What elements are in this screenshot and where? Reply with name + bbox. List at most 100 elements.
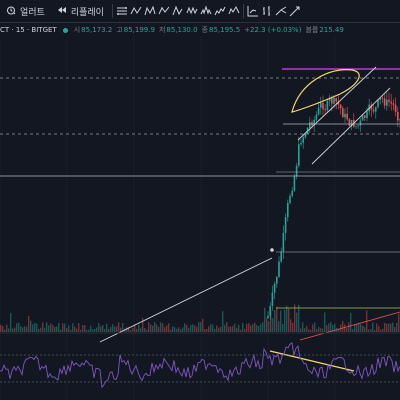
- volume-bar: [388, 323, 390, 332]
- volume-bar: [6, 324, 8, 332]
- volume-bar: [140, 327, 142, 332]
- volume-bar: [110, 326, 112, 332]
- candle-body: [287, 202, 289, 218]
- volume-bar: [32, 324, 34, 332]
- low-value: 85,130.0: [166, 26, 198, 34]
- candle-body: [324, 109, 326, 111]
- volume-bar: [80, 329, 82, 332]
- volume-bar: [54, 326, 56, 332]
- candle-body: [278, 261, 280, 277]
- volume-bar: [396, 322, 398, 332]
- volume-bar: [94, 329, 96, 332]
- volume-bar: [380, 329, 382, 332]
- candle-body: [328, 97, 331, 101]
- candle-body: [348, 119, 351, 126]
- candle-body: [370, 104, 373, 110]
- volume-bar: [170, 329, 172, 332]
- candle-body: [315, 114, 318, 120]
- volume-bar: [192, 324, 194, 332]
- volume-bar: [264, 307, 266, 332]
- volume-bar: [244, 328, 246, 332]
- volume-bar: [350, 312, 352, 332]
- candle-body: [383, 98, 386, 106]
- trend-line[interactable]: [99, 257, 273, 343]
- candle-body: [271, 292, 274, 307]
- volume-bar: [78, 323, 80, 332]
- volume-bar: [88, 329, 90, 332]
- volume-bar: [280, 310, 282, 332]
- volume-bar: [198, 322, 200, 332]
- volume-bar: [364, 327, 366, 332]
- volume-bar: [392, 322, 394, 332]
- candle-body: [375, 107, 377, 112]
- abcd-pattern-icon[interactable]: [158, 4, 170, 18]
- volume-bar: [298, 304, 300, 332]
- replay-label: 리플레이: [70, 7, 104, 18]
- volume-bar: [136, 328, 138, 332]
- highlight-arc[interactable]: [291, 69, 360, 113]
- candle-body: [339, 104, 342, 109]
- volume-bar: [376, 323, 378, 332]
- candle-body: [320, 102, 322, 108]
- candle-body: [386, 99, 388, 106]
- volume-bar: [240, 329, 242, 332]
- rsi-line: [0, 342, 400, 389]
- rising-channel[interactable]: [297, 66, 391, 165]
- volume-bar: [102, 325, 104, 332]
- fib-retracement-icon[interactable]: [116, 4, 128, 18]
- volume-bar: [50, 323, 52, 332]
- volume-bar: [166, 325, 168, 332]
- candle-body: [372, 109, 375, 112]
- zigzag-pattern-icon[interactable]: [130, 4, 142, 18]
- volume-bar: [142, 318, 144, 332]
- candle-body: [359, 120, 362, 126]
- volume-bar: [2, 325, 4, 332]
- trend-line-anchor[interactable]: [270, 248, 274, 252]
- volume-bar: [28, 315, 30, 332]
- volume-bar: [292, 322, 294, 332]
- volume-bar: [262, 322, 264, 332]
- volume-bar: [126, 327, 128, 332]
- volume-bar: [130, 329, 132, 332]
- volume-bar: [220, 326, 222, 332]
- trend-arrow-icon[interactable]: [289, 4, 301, 18]
- volume-bar: [184, 323, 186, 332]
- alert-button[interactable]: 얼러트: [0, 0, 51, 22]
- volume-bar: [266, 318, 268, 332]
- volume-bar: [384, 322, 386, 332]
- candle-body: [355, 126, 357, 128]
- rsi-divergence-line[interactable]: [269, 350, 355, 372]
- elliott-wave-icon[interactable]: [228, 4, 240, 18]
- volume-bar: [194, 325, 196, 332]
- price-chart[interactable]: [0, 22, 400, 400]
- volume-bar: [40, 327, 42, 332]
- bars-pattern-icon[interactable]: [261, 4, 273, 18]
- volume-bar: [216, 325, 218, 332]
- xabcd-pattern-icon[interactable]: [144, 4, 156, 18]
- volume-bar: [160, 322, 162, 332]
- candlesticks: [267, 92, 400, 320]
- candle-body: [364, 115, 366, 118]
- head-shoulders-icon[interactable]: [200, 4, 212, 18]
- volume-bar: [24, 326, 26, 332]
- volume-bar: [34, 322, 36, 332]
- forecast-icon[interactable]: [247, 4, 259, 18]
- candle-body: [289, 195, 291, 203]
- three-drives-icon[interactable]: [214, 4, 226, 18]
- volume-bar: [250, 325, 252, 332]
- cypher-pattern-icon[interactable]: [172, 4, 184, 18]
- symbol-label[interactable]: CT · 15 · BITGET: [0, 26, 57, 34]
- volume-bar: [208, 326, 210, 332]
- volume-bar: [290, 319, 292, 332]
- replay-button[interactable]: 리플레이: [51, 0, 110, 22]
- volume-bar: [302, 322, 304, 332]
- red-trend-line[interactable]: [299, 311, 400, 341]
- elliott-abcde-icon[interactable]: [186, 4, 198, 18]
- projection-icon[interactable]: [275, 4, 287, 18]
- volume-bar: [272, 318, 274, 332]
- volume-bar: [202, 318, 204, 332]
- volume-bar: [344, 324, 346, 332]
- volume-bar: [12, 328, 14, 332]
- volume-bar: [8, 328, 10, 332]
- volume-bar: [182, 327, 184, 332]
